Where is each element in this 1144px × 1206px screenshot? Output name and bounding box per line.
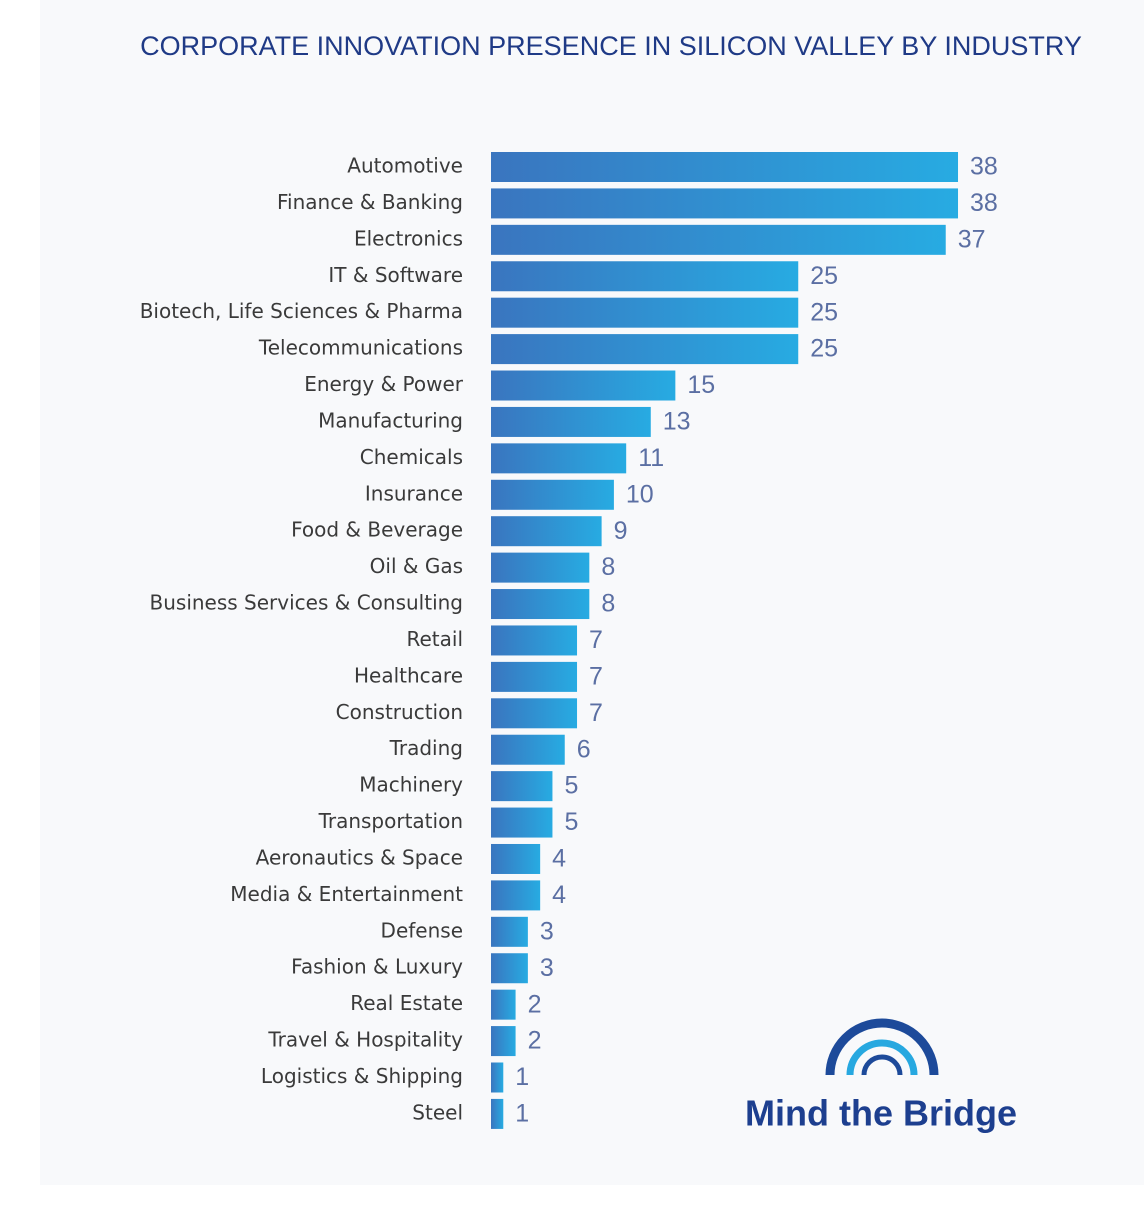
category-label: Aeronautics & Space xyxy=(256,845,463,869)
category-label: Defense xyxy=(381,918,463,942)
logo-text: Mind the Bridge xyxy=(745,1093,1017,1134)
category-label: Transportation xyxy=(318,809,463,833)
value-label: 3 xyxy=(540,917,554,945)
logo-arc xyxy=(861,1054,903,1076)
value-label: 38 xyxy=(970,189,998,217)
bar xyxy=(491,334,799,365)
category-label: Manufacturing xyxy=(318,408,463,432)
category-label: Trading xyxy=(389,736,463,760)
value-label: 13 xyxy=(663,408,691,436)
bar xyxy=(491,625,578,656)
category-label: Logistics & Shipping xyxy=(261,1064,463,1088)
value-label: 25 xyxy=(810,298,838,326)
category-label: Finance & Banking xyxy=(277,190,463,214)
bar xyxy=(491,953,528,984)
category-label: Telecommunications xyxy=(258,336,463,360)
bar xyxy=(491,188,959,219)
value-label: 5 xyxy=(564,772,578,800)
value-label: 3 xyxy=(540,954,554,982)
bar xyxy=(491,661,578,692)
bar xyxy=(491,552,590,583)
bar xyxy=(491,1062,504,1093)
value-label: 7 xyxy=(589,662,603,690)
value-label: 2 xyxy=(528,1027,542,1055)
bar xyxy=(491,297,799,328)
bar xyxy=(491,406,651,437)
value-label: 38 xyxy=(970,153,998,181)
value-label: 1 xyxy=(515,1063,529,1091)
bar xyxy=(491,734,565,765)
bar xyxy=(491,516,602,547)
category-label: Energy & Power xyxy=(304,372,464,396)
category-label: Fashion & Luxury xyxy=(291,955,463,979)
value-label: 9 xyxy=(614,517,628,545)
value-label: 37 xyxy=(958,225,986,253)
value-label: 11 xyxy=(638,444,664,472)
bar xyxy=(491,989,516,1020)
category-label: Electronics xyxy=(354,226,463,250)
value-label: 8 xyxy=(601,590,615,618)
bar xyxy=(491,589,590,620)
category-label: Chemicals xyxy=(360,445,463,469)
bar xyxy=(491,370,676,401)
category-label: Food & Beverage xyxy=(291,518,463,542)
value-label: 25 xyxy=(810,262,838,290)
category-label: Oil & Gas xyxy=(370,554,463,578)
bar xyxy=(491,880,541,911)
category-label: Media & Entertainment xyxy=(230,882,463,906)
chart-title: CORPORATE INNOVATION PRESENCE IN SILICON… xyxy=(140,31,1082,61)
category-label: Business Services & Consulting xyxy=(150,591,464,615)
category-label: Travel & Hospitality xyxy=(267,1028,463,1052)
bar xyxy=(491,261,799,292)
bar xyxy=(491,771,553,802)
bar xyxy=(491,479,614,510)
category-label: Healthcare xyxy=(354,663,463,687)
category-label: Machinery xyxy=(359,773,463,797)
value-label: 5 xyxy=(564,808,578,836)
value-label: 6 xyxy=(577,735,591,763)
bar xyxy=(491,807,553,838)
value-label: 7 xyxy=(589,699,603,727)
category-label: Insurance xyxy=(365,481,463,505)
category-label: IT & Software xyxy=(328,263,463,287)
category-label: Automotive xyxy=(347,154,463,178)
category-label: Retail xyxy=(406,627,463,651)
value-label: 4 xyxy=(552,845,566,873)
category-label: Steel xyxy=(412,1100,463,1124)
category-label: Biotech, Life Sciences & Pharma xyxy=(140,299,463,323)
value-label: 7 xyxy=(589,626,603,654)
bar xyxy=(491,224,946,255)
bar xyxy=(491,916,528,947)
bar xyxy=(491,843,541,874)
bar xyxy=(491,698,578,729)
logo-arc xyxy=(825,1018,939,1076)
value-label: 2 xyxy=(528,990,542,1018)
value-label: 1 xyxy=(515,1100,529,1128)
bar xyxy=(491,152,959,182)
category-label: Real Estate xyxy=(350,991,463,1015)
bar xyxy=(491,1098,504,1129)
logo-arc xyxy=(846,1039,918,1076)
value-label: 10 xyxy=(626,480,654,508)
value-label: 8 xyxy=(601,553,615,581)
category-label: Construction xyxy=(336,700,463,724)
value-label: 4 xyxy=(552,881,566,909)
value-label: 15 xyxy=(687,371,715,399)
bar xyxy=(491,1026,516,1057)
value-label: 25 xyxy=(810,335,838,363)
bar xyxy=(491,443,627,474)
logo: Mind the Bridge xyxy=(745,1018,1017,1134)
